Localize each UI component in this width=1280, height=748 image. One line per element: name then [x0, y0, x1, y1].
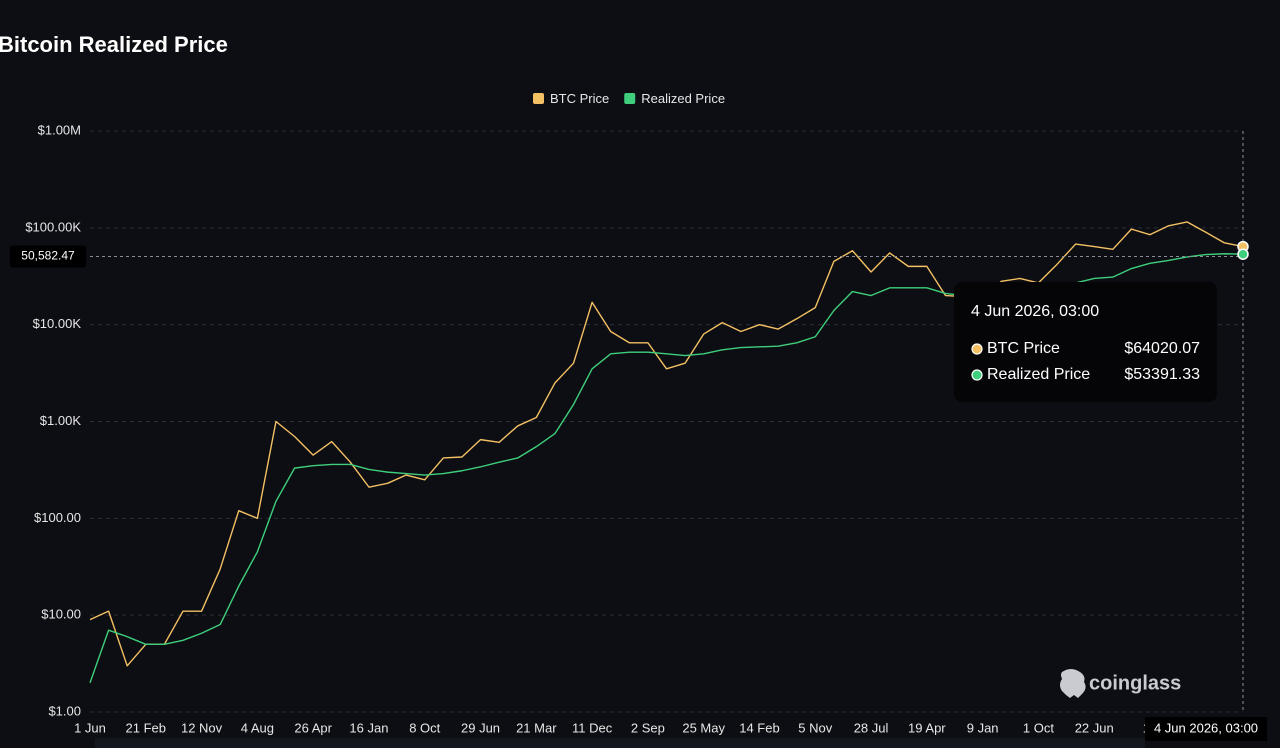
y-tick-label: $1.00 — [48, 703, 81, 718]
watermark-icon — [1060, 669, 1086, 698]
x-tick-label: 19 Apr — [908, 720, 946, 735]
x-tick-label: 12 Nov — [181, 720, 223, 735]
tooltip: 4 Jun 2026, 03:00 BTC Price $64020.07 Reali… — [954, 282, 1217, 402]
watermark: coinglass — [1060, 669, 1181, 698]
tooltip-series-name: Realized Price — [987, 366, 1090, 383]
tooltip-dot — [971, 343, 983, 355]
x-tick-label: 25 May — [682, 720, 725, 735]
chart-title: Bitcoin Realized Price — [0, 32, 228, 57]
x-tick-label: 5 Nov — [798, 720, 832, 735]
legend: BTC Price Realized Price — [533, 91, 725, 106]
crosshair-x-label: 4 Jun 2026, 03:00 — [1154, 720, 1258, 735]
x-tick-label: 16 Jan — [349, 720, 388, 735]
legend-swatch[interactable] — [533, 93, 544, 104]
x-tick-label: 1 Oct — [1023, 720, 1054, 735]
crosshair-y-label: 50,582.47 — [21, 249, 75, 263]
scroll-strip — [95, 738, 1145, 748]
grid: $1.00 $10.00 $100.00 $1.00K $10.00K $100.00K $… — [25, 122, 1243, 735]
x-tick-label: 21 Mar — [516, 720, 557, 735]
x-tick-label: 9 Jan — [967, 720, 999, 735]
x-tick-label: 29 Jun — [461, 720, 500, 735]
crosshair-x-box — [1145, 717, 1267, 741]
legend-swatch[interactable] — [624, 93, 636, 104]
tooltip-date: 4 Jun 2026, 03:00 — [971, 303, 1099, 320]
y-tick-label: $1.00M — [38, 122, 81, 137]
x-tick-label: 26 Apr — [294, 720, 332, 735]
x-tick-label: 8 Oct — [409, 720, 440, 735]
overlay: 50,582.474 Jun 2026, 03:004 Jun 2026, 03… — [10, 131, 1267, 741]
tooltip-value: $64020.07 — [1124, 340, 1200, 357]
tooltip-value: $53391.33 — [1124, 366, 1200, 383]
x-tick-label: 28 Jul — [854, 720, 889, 735]
tooltip-dot — [971, 369, 983, 381]
x-tick-label: 11 Dec — [572, 720, 613, 735]
x-tick-label: 1 Jun — [74, 720, 106, 735]
y-tick-label: $10.00K — [33, 316, 82, 331]
tooltip-series-name: BTC Price — [987, 340, 1060, 357]
hover-marker — [1237, 248, 1249, 260]
x-tick-label: 4 Aug — [241, 720, 274, 735]
series-line — [89, 221, 1244, 667]
x-tick-label: 21 Feb — [126, 720, 166, 735]
y-tick-label: $100.00 — [34, 510, 81, 525]
x-tick-label: 22 Jun — [1075, 720, 1114, 735]
x-tick-label: 14 Feb — [739, 720, 779, 735]
tooltip-box — [954, 282, 1217, 402]
watermark-text: coinglass — [1089, 672, 1181, 694]
y-tick-label: $10.00 — [41, 607, 81, 622]
legend-label[interactable]: BTC Price — [550, 91, 609, 106]
x-tick-label: 2 Sep — [631, 720, 665, 735]
crosshair-y-box — [10, 245, 86, 268]
legend-label[interactable]: Realized Price — [641, 91, 725, 106]
y-tick-label: $100.00K — [25, 219, 81, 234]
y-tick-label: $1.00K — [40, 413, 82, 428]
